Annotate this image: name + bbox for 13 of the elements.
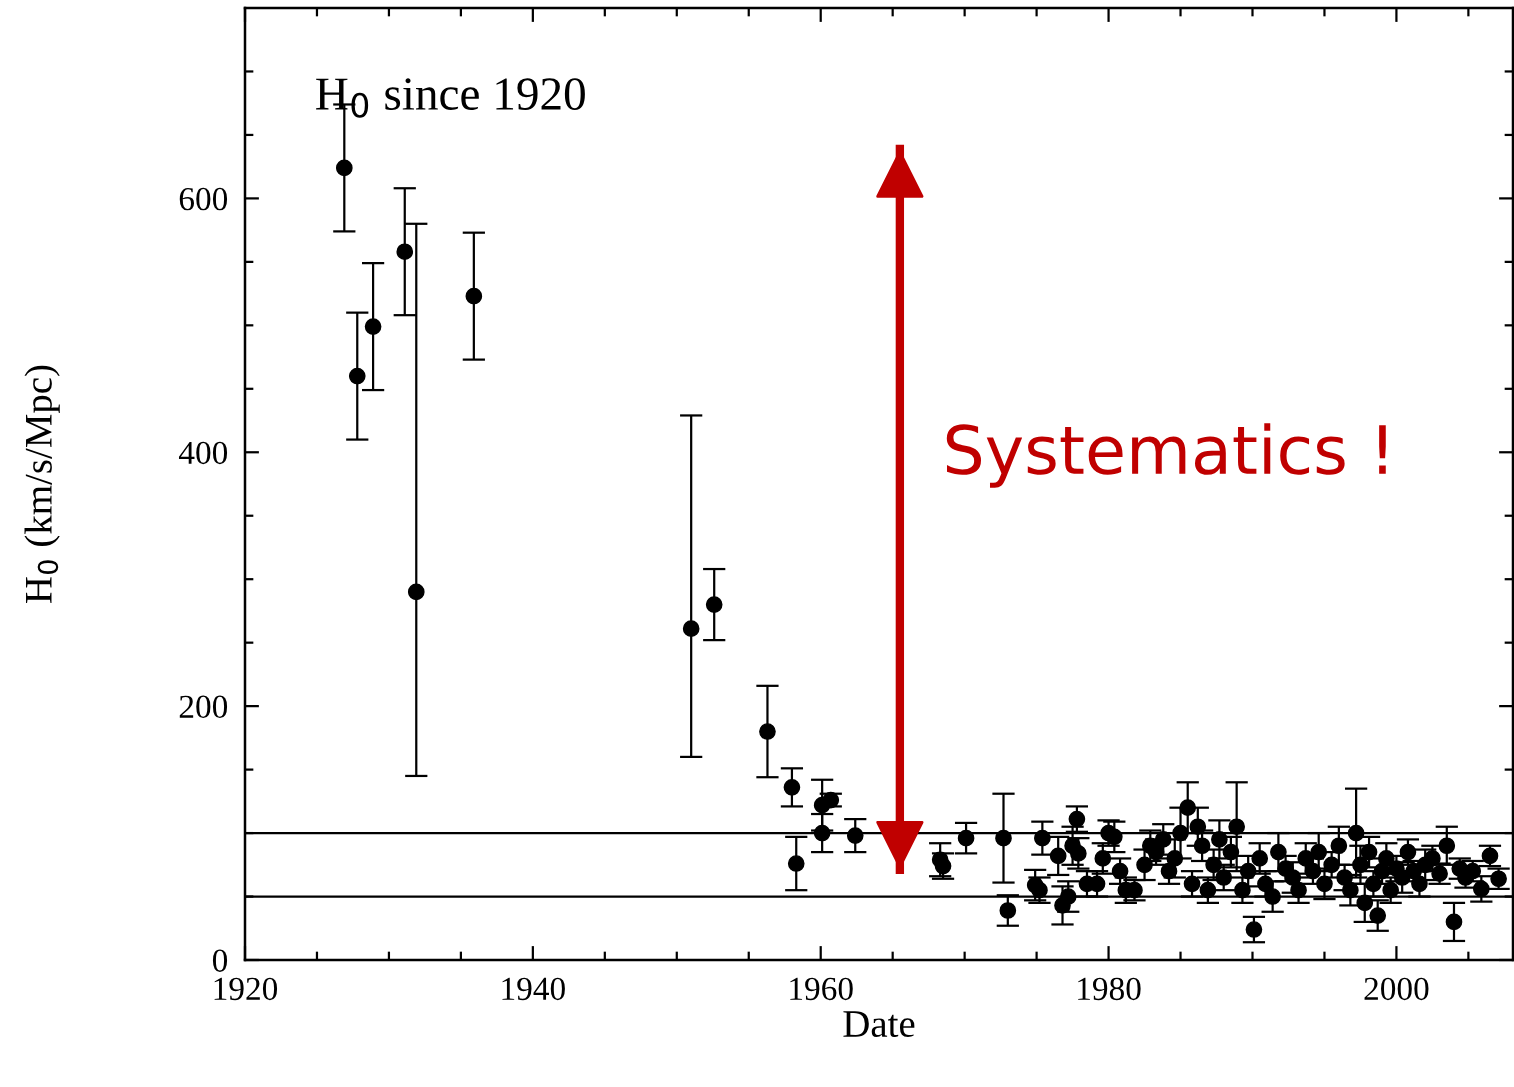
x-tick-label: 1980 bbox=[1078, 977, 1141, 1001]
y-axis-title: H$_{0}$ (km/s/Mpc) bbox=[24, 365, 60, 604]
y-tick-label: 600 bbox=[179, 187, 228, 211]
x-tick-label: 1960 bbox=[790, 977, 853, 1001]
x-tick-label: 2000 bbox=[1364, 977, 1429, 1001]
y-tick-label: 200 bbox=[179, 695, 228, 719]
x-tick-label: 1920 bbox=[214, 977, 278, 1001]
y-tick-label: 400 bbox=[178, 441, 228, 465]
x-axis-title: Date bbox=[843, 1011, 915, 1038]
y-tick-label: 0 bbox=[212, 949, 228, 972]
text: H$_{0}$ since 1920 bbox=[316, 78, 585, 118]
annotation: Systematics ! bbox=[946, 423, 1386, 488]
x-tick-label: 1940 bbox=[502, 977, 565, 1001]
